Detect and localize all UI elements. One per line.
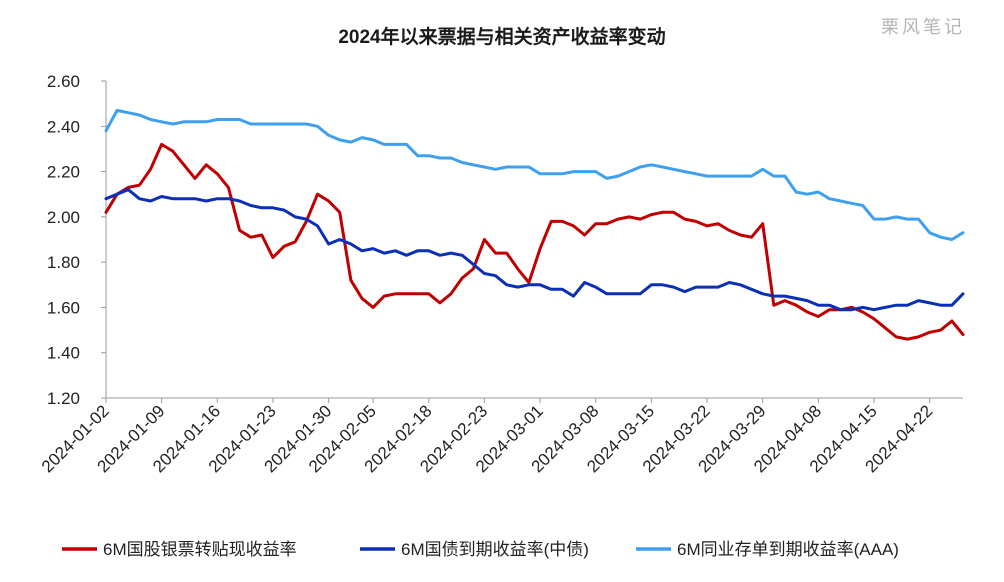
y-tick-label: 2.40: [47, 117, 80, 136]
series-line-1: [104, 142, 965, 341]
y-tick-label: 1.40: [47, 344, 80, 363]
y-tick-label: 1.20: [47, 389, 80, 408]
y-tick-label: 2.20: [47, 163, 80, 182]
y-tick-label: 2.00: [47, 208, 80, 227]
legend-label-2: 6M国债到期收益率(中债): [401, 540, 589, 559]
x-axis: 2024-01-022024-01-092024-01-162024-01-23…: [38, 397, 963, 476]
watermark-text: 栗风笔记: [881, 17, 965, 38]
series-line-2: [104, 188, 965, 312]
y-tick-label: 2.60: [47, 72, 80, 91]
series-layer: [104, 108, 965, 341]
legend-label-3: 6M同业存单到期收益率(AAA): [677, 540, 899, 559]
y-tick-label: 1.60: [47, 298, 80, 317]
legend-label-1: 6M国股银票转贴现收益率: [103, 540, 297, 559]
series-line-3: [104, 108, 965, 241]
y-axis: 1.20 1.40 1.60 1.80 2.00 2.20 2.40 2.60: [47, 72, 107, 408]
legend: 6M国股银票转贴现收益率 6M国债到期收益率(中债) 6M同业存单到期收益率(AAA…: [62, 540, 899, 559]
chart-title: 2024年以来票据与相关资产收益率变动: [338, 25, 665, 48]
y-tick-label: 1.80: [47, 253, 80, 272]
